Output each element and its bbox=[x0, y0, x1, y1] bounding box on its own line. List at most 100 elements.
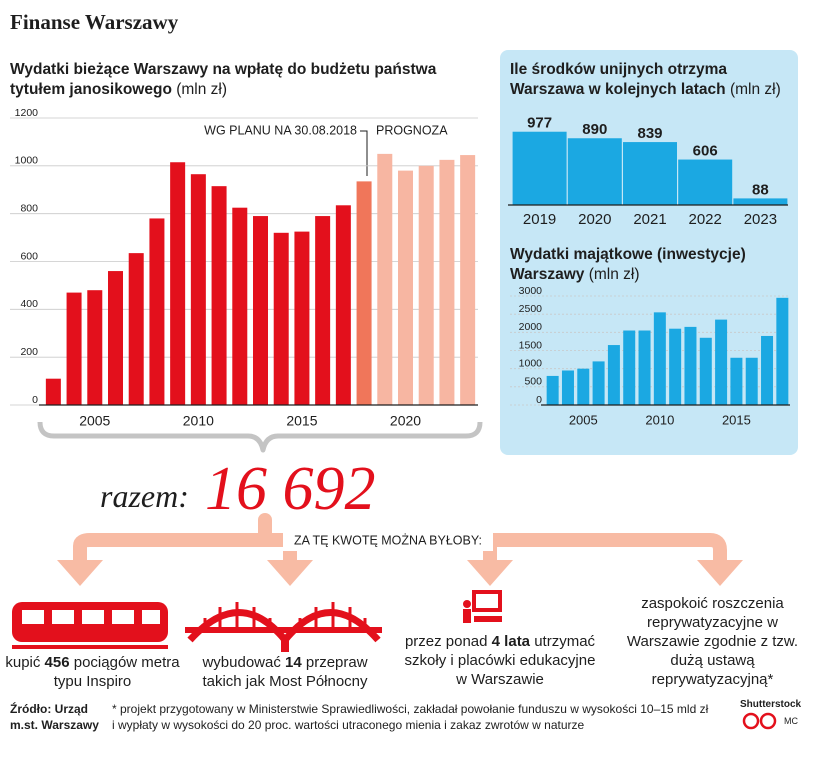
bar bbox=[211, 186, 227, 405]
bar bbox=[761, 335, 774, 405]
train-window bbox=[52, 610, 74, 624]
y-tick-label: 500 bbox=[524, 376, 542, 388]
train-window bbox=[22, 610, 44, 624]
bar bbox=[638, 330, 651, 405]
y-tick-label: 600 bbox=[20, 250, 38, 262]
bar bbox=[546, 375, 559, 405]
bar bbox=[45, 378, 61, 405]
text: kupić bbox=[5, 654, 45, 671]
x-tick-label: 2020 bbox=[390, 413, 421, 429]
board-inner bbox=[476, 594, 498, 608]
bar bbox=[669, 328, 682, 405]
y-tick-label: 1200 bbox=[15, 107, 39, 119]
bar bbox=[715, 319, 728, 405]
y-tick-label: 0 bbox=[536, 394, 542, 406]
bridge-icon bbox=[185, 602, 382, 652]
annotation: PROGNOZA bbox=[376, 123, 448, 137]
annotation: WG PLANU NA 30.08.2018 bbox=[204, 123, 357, 137]
bar bbox=[577, 368, 590, 405]
bar bbox=[170, 162, 186, 405]
teacher-body bbox=[463, 609, 471, 623]
x-tick-label: 2019 bbox=[523, 211, 556, 228]
bar bbox=[128, 253, 144, 405]
bar bbox=[398, 170, 413, 405]
summary-value: 16 692 bbox=[205, 455, 376, 523]
bar bbox=[108, 271, 123, 405]
y-tick-label: 1500 bbox=[519, 339, 543, 351]
bar bbox=[592, 361, 605, 405]
use-item: wybudować 14 przepraw takich jak Most Pó… bbox=[185, 653, 385, 691]
x-tick-label: 2020 bbox=[578, 211, 611, 228]
y-tick-label: 2000 bbox=[519, 321, 543, 333]
y-tick-label: 200 bbox=[20, 346, 38, 358]
use-item: przez ponad 4 lata utrzymać szkoły i pla… bbox=[400, 632, 600, 689]
brace bbox=[37, 421, 483, 453]
number: 14 bbox=[285, 654, 302, 671]
bar bbox=[512, 131, 567, 205]
heading-bg bbox=[283, 531, 493, 551]
bar bbox=[87, 290, 103, 405]
bar bbox=[273, 232, 289, 405]
unit: (mln zł) bbox=[729, 81, 781, 98]
x-tick-label: 2005 bbox=[79, 413, 110, 429]
footnote: * projekt przygotowany w Ministerstwie S… bbox=[112, 702, 709, 732]
unit: (mln zł) bbox=[176, 81, 228, 98]
desk bbox=[474, 616, 502, 622]
bar bbox=[678, 159, 733, 205]
bar bbox=[149, 218, 165, 405]
x-tick-label: 2015 bbox=[286, 413, 317, 429]
y-tick-label: 0 bbox=[32, 394, 38, 406]
source: Źródło: Urząd m.st. Warszawy bbox=[10, 702, 99, 732]
teacher bbox=[463, 600, 471, 608]
train-rail bbox=[12, 645, 168, 649]
bar bbox=[377, 153, 393, 405]
text: zaspokoić roszczenia reprywatyzacyjne w … bbox=[626, 595, 799, 688]
author: MC bbox=[784, 716, 798, 726]
bar bbox=[294, 231, 310, 405]
text: przez ponad bbox=[404, 633, 492, 650]
summary-label: razem: bbox=[100, 478, 189, 514]
x-tick-label: 2021 bbox=[633, 211, 666, 228]
bar bbox=[253, 216, 268, 405]
unit: (mln zł) bbox=[588, 266, 640, 283]
bar bbox=[190, 174, 206, 405]
y-tick-label: 400 bbox=[20, 298, 38, 310]
x-tick-label: 2005 bbox=[569, 412, 598, 427]
title-text: Ile środków unijnych otrzyma Warszawa w … bbox=[510, 61, 728, 98]
y-tick-label: 800 bbox=[20, 202, 38, 214]
bar bbox=[623, 142, 677, 205]
uses-heading: ZA TĘ KWOTĘ MOŻNA BYŁOBY: bbox=[294, 533, 482, 547]
bar bbox=[730, 357, 743, 405]
bar bbox=[623, 330, 636, 405]
credit: Shutterstock bbox=[740, 699, 802, 710]
train-icon bbox=[12, 602, 168, 649]
bar bbox=[356, 181, 372, 405]
y-tick-label: 2500 bbox=[519, 303, 543, 315]
bar bbox=[315, 216, 331, 405]
bar bbox=[66, 292, 82, 405]
use-item: kupić 456 pociągów metra typu Inspiro bbox=[5, 653, 180, 691]
x-tick-label: 2010 bbox=[183, 413, 214, 429]
title-text: Wydatki majątkowe (inwestycje) Warszawy bbox=[510, 246, 746, 283]
value-label: 606 bbox=[693, 143, 718, 160]
y-tick-label: 1000 bbox=[15, 155, 39, 167]
arrow-head bbox=[57, 560, 103, 586]
bar bbox=[232, 207, 248, 405]
x-tick-label: 2015 bbox=[722, 412, 751, 427]
bar bbox=[561, 370, 574, 405]
bar bbox=[439, 159, 455, 405]
bar bbox=[418, 165, 434, 405]
title-text: Wydatki bieżące Warszawy na wpłatę do bu… bbox=[10, 61, 437, 98]
value-label: 890 bbox=[582, 121, 607, 138]
train-window bbox=[112, 610, 134, 624]
arrow-head bbox=[697, 560, 743, 586]
arrow-heads bbox=[57, 560, 743, 586]
bar bbox=[607, 345, 620, 405]
value-label: 839 bbox=[637, 125, 662, 142]
bar bbox=[653, 312, 666, 405]
arrow-head bbox=[467, 560, 513, 586]
value-label: 977 bbox=[527, 115, 552, 132]
bar bbox=[567, 138, 622, 205]
